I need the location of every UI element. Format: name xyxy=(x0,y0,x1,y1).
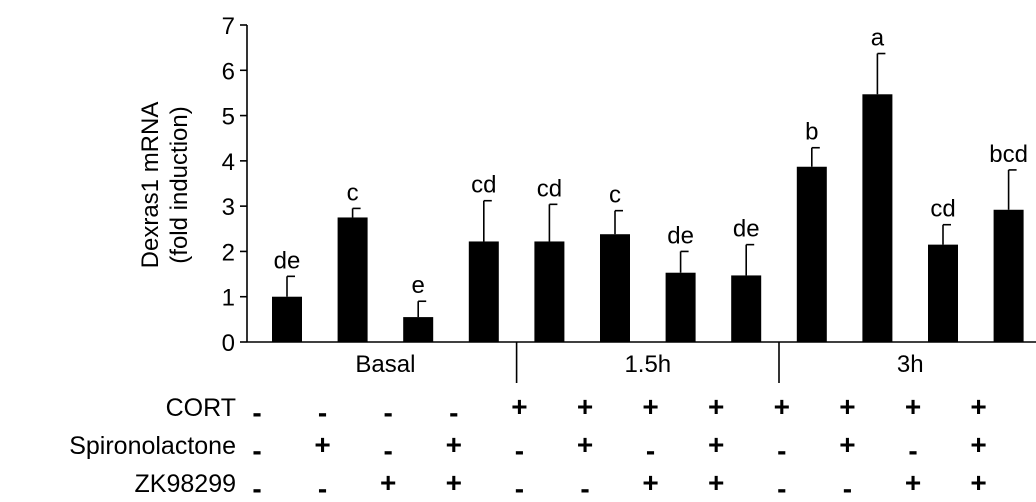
treatment-sign: - xyxy=(908,435,917,466)
bar xyxy=(796,166,827,342)
bar xyxy=(993,209,1024,342)
significance-letter: b xyxy=(805,119,818,146)
significance-letters: de c e cd cd c de de b a cd bcd xyxy=(274,25,1028,300)
group-label: 1.5h xyxy=(624,351,671,378)
y-tick-label: 5 xyxy=(222,104,235,131)
bar xyxy=(534,241,565,342)
treatment-name: Spironolactone xyxy=(69,432,236,460)
significance-letter: a xyxy=(871,25,885,52)
treatment-sign: - xyxy=(318,397,327,428)
significance-letter: e xyxy=(412,272,425,299)
treatment-sign: - xyxy=(449,397,458,428)
y-tick-label: 6 xyxy=(222,58,235,85)
treatment-sign: + xyxy=(446,467,462,498)
significance-letter: bcd xyxy=(989,141,1028,168)
treatment-sign: + xyxy=(577,429,593,460)
bar xyxy=(403,317,434,342)
y-tick-label: 2 xyxy=(222,239,235,266)
bar xyxy=(600,234,630,342)
treatment-sign: + xyxy=(839,429,855,460)
treatment-sign: - xyxy=(252,435,261,466)
significance-letter: de xyxy=(733,216,760,243)
treatment-sign: + xyxy=(970,391,986,422)
treatment-sign: - xyxy=(843,473,852,502)
y-axis-title-line2: (fold induction) xyxy=(166,106,193,263)
treatment-table: CORT - - - - + + + + + + + +Spironolactone - + - + - + - + - +… xyxy=(69,391,987,502)
treatment-sign: - xyxy=(384,435,393,466)
treatment-name: ZK98299 xyxy=(135,470,236,498)
significance-letter: c xyxy=(609,182,621,209)
bar xyxy=(665,272,696,342)
significance-letter: cd xyxy=(471,172,496,199)
error-bars xyxy=(286,52,1017,318)
bar xyxy=(337,217,368,342)
treatment-sign: - xyxy=(777,435,786,466)
treatment-sign: - xyxy=(252,473,261,502)
treatment-sign: + xyxy=(642,391,658,422)
treatment-sign: - xyxy=(515,435,524,466)
group-label: 3h xyxy=(897,351,924,378)
significance-letter: de xyxy=(274,247,301,274)
significance-letter: c xyxy=(347,179,359,206)
treatment-sign: + xyxy=(708,391,724,422)
treatment-sign: + xyxy=(577,391,593,422)
treatment-sign: + xyxy=(708,429,724,460)
treatment-sign: + xyxy=(446,429,462,460)
treatment-sign: - xyxy=(515,473,524,502)
y-axis-title: Dexras1 mRNA (fold induction) xyxy=(137,102,193,269)
y-tick-label: 0 xyxy=(222,330,235,357)
y-ticks: 0 1 2 3 4 5 6 7 xyxy=(222,13,247,357)
bar xyxy=(272,296,302,342)
y-axis-title-line1: Dexras1 mRNA xyxy=(137,102,164,269)
treatment-sign: + xyxy=(314,429,330,460)
significance-letter: cd xyxy=(930,196,955,223)
treatment-sign: + xyxy=(708,467,724,498)
treatment-sign: + xyxy=(970,429,986,460)
bar xyxy=(862,94,893,342)
treatment-sign: + xyxy=(839,391,855,422)
treatment-sign: - xyxy=(580,473,589,502)
bar xyxy=(468,241,499,342)
treatment-sign: - xyxy=(318,473,327,502)
treatment-sign: - xyxy=(646,435,655,466)
treatment-sign: + xyxy=(774,391,790,422)
y-tick-label: 1 xyxy=(222,285,235,312)
treatment-sign: + xyxy=(511,391,527,422)
bars xyxy=(272,94,1024,342)
treatment-sign: + xyxy=(642,467,658,498)
axes xyxy=(246,25,1036,343)
treatment-sign: - xyxy=(384,397,393,428)
bar xyxy=(928,244,958,342)
treatment-sign: - xyxy=(777,473,786,502)
treatment-sign: - xyxy=(252,397,261,428)
treatment-sign: + xyxy=(380,467,396,498)
y-tick-label: 4 xyxy=(222,149,235,176)
group-label: Basal xyxy=(355,351,415,378)
treatment-sign: + xyxy=(970,467,986,498)
significance-letter: cd xyxy=(537,175,562,202)
y-tick-label: 7 xyxy=(222,13,235,40)
treatment-sign: + xyxy=(905,467,921,498)
treatment-sign: + xyxy=(905,391,921,422)
group-labels: Basal 1.5h 3h xyxy=(355,342,924,383)
treatment-name: CORT xyxy=(166,394,236,422)
significance-letter: de xyxy=(667,222,694,249)
y-tick-label: 3 xyxy=(222,194,235,221)
bar xyxy=(731,275,762,342)
